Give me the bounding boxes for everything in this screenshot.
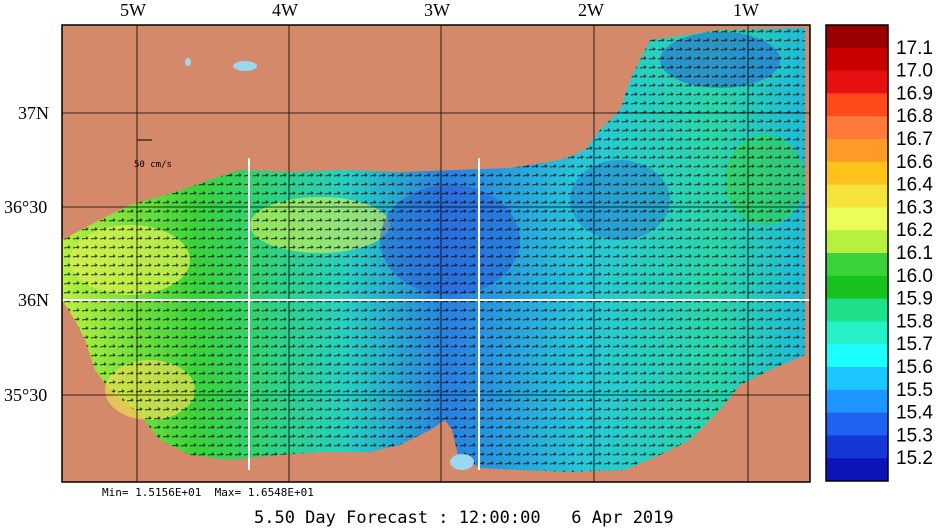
- colorbar-frame: [825, 24, 889, 482]
- colorbar-tick-label: 15.7: [896, 334, 933, 355]
- colorbar-swatch: [826, 139, 888, 163]
- colorbar-swatch: [826, 25, 888, 49]
- inland-water-2: [233, 61, 257, 71]
- colorbar-tick-label: 16.9: [896, 83, 933, 104]
- forecast-caption: 5.50 Day Forecast : 12:00:00 6 Apr 2019: [254, 508, 674, 528]
- min-max-stats: Min= 1.5156E+01 Max= 1.6548E+01: [102, 486, 314, 499]
- lon-label-4w: 4W: [272, 0, 298, 20]
- lon-label-1w: 1W: [733, 0, 759, 20]
- colorbar-swatch: [826, 230, 888, 254]
- graticule: [62, 25, 810, 482]
- current-vectors: [62, 28, 805, 472]
- lon-label-2w: 2W: [578, 0, 604, 20]
- section-lines: [62, 158, 810, 470]
- colorbar-swatch: [826, 70, 888, 94]
- colorbar-swatch: [826, 47, 888, 72]
- colorbar-swatch: [826, 275, 888, 300]
- colorbar-tick-label: 16.7: [896, 129, 933, 150]
- colorbar-swatch: [826, 412, 888, 436]
- colorbar-tick-label: 16.1: [896, 243, 933, 264]
- colorbar-tick-label: 16.3: [896, 197, 933, 218]
- latitude-labels: 37N 36°30 36N 35°30: [4, 103, 49, 405]
- colorbar-swatch: [826, 161, 888, 186]
- colorbar-swatch: [826, 207, 888, 231]
- colorbar-tick-label: 17.1: [896, 38, 933, 59]
- colorbar-tick-label: 15.8: [896, 311, 933, 332]
- scale-label: 50 cm/s: [134, 160, 172, 170]
- colorbar-tick-label: 16.4: [896, 175, 933, 196]
- colorbar-swatch: [826, 458, 888, 482]
- lon-label-3w: 3W: [424, 0, 450, 20]
- inland-water-3: [450, 454, 474, 470]
- colorbar: 17.117.016.916.816.716.616.416.316.216.1…: [825, 24, 933, 482]
- lat-label-36n: 36N: [18, 290, 49, 310]
- lat-label-37n: 37N: [18, 103, 49, 123]
- colorbar-swatch: [826, 253, 888, 277]
- colorbar-tick-label: 15.9: [896, 289, 933, 310]
- colorbar-tick-label: 15.5: [896, 380, 933, 401]
- colorbar-tick-label: 15.6: [896, 357, 933, 378]
- lat-label-35-30: 35°30: [4, 385, 47, 405]
- colorbar-tick-label: 16.8: [896, 106, 933, 127]
- colorbar-swatch: [826, 389, 888, 414]
- colorbar-tick-label: 15.2: [896, 448, 933, 469]
- colorbar-swatch: [826, 435, 888, 459]
- colorbar-swatch: [826, 184, 888, 208]
- map-frame: [61, 24, 811, 483]
- lat-label-36-30: 36°30: [4, 197, 47, 217]
- lon-label-5w: 5W: [120, 0, 146, 20]
- colorbar-swatch: [826, 298, 888, 322]
- colorbar-tick-label: 17.0: [896, 61, 933, 82]
- colorbar-swatch: [826, 367, 888, 391]
- colorbar-tick-label: 16.0: [896, 266, 933, 287]
- colorbar-tick-label: 16.6: [896, 152, 933, 173]
- inland-water-1: [185, 58, 191, 66]
- colorbar-tick-label: 15.4: [896, 403, 933, 424]
- colorbar-swatch: [826, 344, 888, 368]
- colorbar-tick-label: 16.2: [896, 220, 933, 241]
- colorbar-swatch: [826, 321, 888, 345]
- colorbar-swatch: [826, 93, 888, 117]
- longitude-labels: 5W 4W 3W 2W 1W: [120, 0, 759, 20]
- colorbar-swatch: [826, 116, 888, 140]
- colorbar-tick-label: 15.3: [896, 425, 933, 446]
